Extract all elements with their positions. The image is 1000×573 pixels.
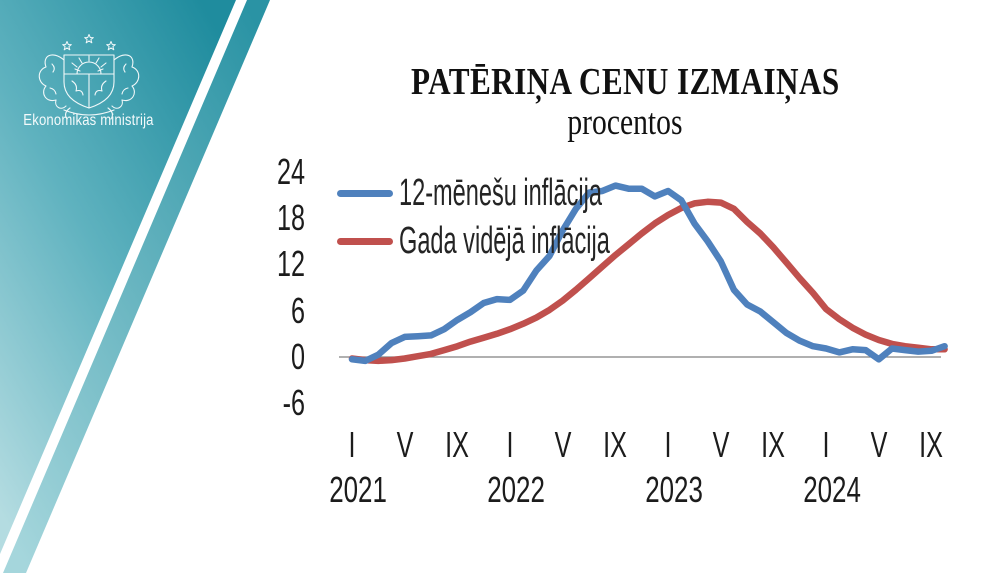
x-tick-label: V [712, 424, 730, 465]
x-tick-label: IX [761, 424, 786, 465]
y-tick-label: -6 [282, 382, 305, 424]
legend-label-annual-average-inflation: Gada vidējā inflācija [399, 220, 610, 262]
x-tick-label: I [664, 424, 672, 465]
year-label: 2023 [645, 469, 703, 510]
x-tick-label: I [506, 424, 514, 465]
x-tick-label: IX [445, 424, 470, 465]
y-tick-label: 24 [276, 150, 305, 192]
y-tick-label: 6 [290, 289, 305, 331]
x-tick-label: IX [603, 424, 628, 465]
x-tick-label: I [348, 424, 356, 465]
chart-title: PATĒRIŅA CENU IZMAIŅAS [410, 61, 840, 103]
x-tick-label: V [396, 424, 414, 465]
ministry-name: Ekonomikas ministrija [22, 112, 154, 129]
year-label: 2021 [329, 469, 387, 510]
series-line [348, 198, 948, 365]
teal-wedge [0, 0, 236, 554]
x-tick-label: V [870, 424, 888, 465]
y-tick-label: 12 [276, 243, 305, 285]
legend-label-12-month-inflation: 12-mēnešu inflācija [399, 172, 602, 214]
x-tick-label: V [554, 424, 572, 465]
teal-sliver [3, 0, 270, 573]
year-label: 2022 [487, 469, 545, 510]
year-label: 2024 [803, 469, 861, 510]
x-tick-label: I [822, 424, 830, 465]
series-line [348, 182, 948, 365]
legend-swatch-annual-average-inflation [337, 238, 393, 245]
x-tick-label: IX [919, 424, 944, 465]
y-tick-label: 0 [290, 336, 305, 377]
chart-subtitle: procentos [567, 102, 683, 143]
latvia-coat-of-arms [38, 33, 140, 120]
legend-swatch-12-month-inflation [337, 190, 393, 197]
y-tick-label: 18 [276, 197, 305, 239]
